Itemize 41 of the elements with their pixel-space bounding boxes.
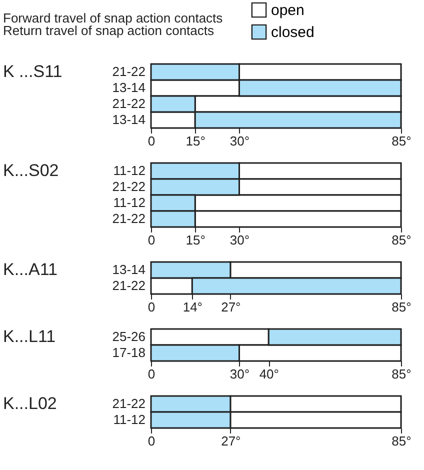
x-tick-label: 30°	[230, 134, 250, 148]
y-tick-label: 11-12	[113, 195, 146, 210]
y-tick-label: 13-14	[112, 80, 146, 95]
y-tick-label: 13-14	[112, 262, 146, 277]
x-tick-label: 30°	[230, 366, 250, 382]
x-tick-label: 15°	[186, 232, 206, 248]
x-tick-label: 85°	[392, 434, 412, 448]
chart-title: K...A11	[3, 260, 58, 279]
y-tick-label: 25-26	[112, 329, 146, 344]
y-tick-label: 13-14	[112, 112, 146, 127]
x-tick-label: 0	[148, 434, 156, 448]
y-tick-label: 21-22	[112, 179, 146, 194]
x-tick-label: 85°	[392, 134, 412, 148]
chart-title: K ...S11	[3, 62, 62, 81]
y-tick-label: 11-12	[113, 163, 146, 178]
y-tick-label: 17-18	[112, 345, 146, 360]
y-tick-label: 21-22	[112, 278, 146, 293]
legend-label: open	[271, 2, 304, 19]
x-tick-label: 85°	[392, 232, 412, 248]
x-tick-label: 85°	[392, 300, 412, 314]
x-tick-label: 27°	[221, 434, 241, 448]
x-tick-label: 40°	[259, 366, 279, 382]
chart-title: K...S02	[3, 161, 59, 180]
x-tick-label: 30°	[230, 232, 250, 248]
y-tick-label: 21-22	[112, 64, 146, 79]
x-tick-label: 15°	[186, 134, 206, 148]
y-tick-label: 21-22	[112, 396, 146, 411]
y-tick-label: 11-12	[113, 412, 146, 427]
text: Forward travel of snap action contacts	[3, 10, 224, 26]
x-tick-label: 14°	[182, 300, 203, 314]
x-tick-label: 27°	[221, 300, 241, 314]
x-tick-label: 0	[148, 366, 156, 382]
chart-title: K...L11	[3, 327, 56, 346]
x-tick-label: 0	[148, 134, 156, 148]
x-tick-label: 0	[148, 300, 156, 314]
y-tick-label: 21-22	[112, 96, 146, 111]
legend-label: closed	[271, 24, 314, 41]
y-tick-label: 21-22	[112, 211, 146, 226]
x-tick-label: 0	[148, 232, 156, 248]
chart-title: K...L02	[3, 394, 57, 413]
x-tick-label: 85°	[392, 366, 412, 382]
